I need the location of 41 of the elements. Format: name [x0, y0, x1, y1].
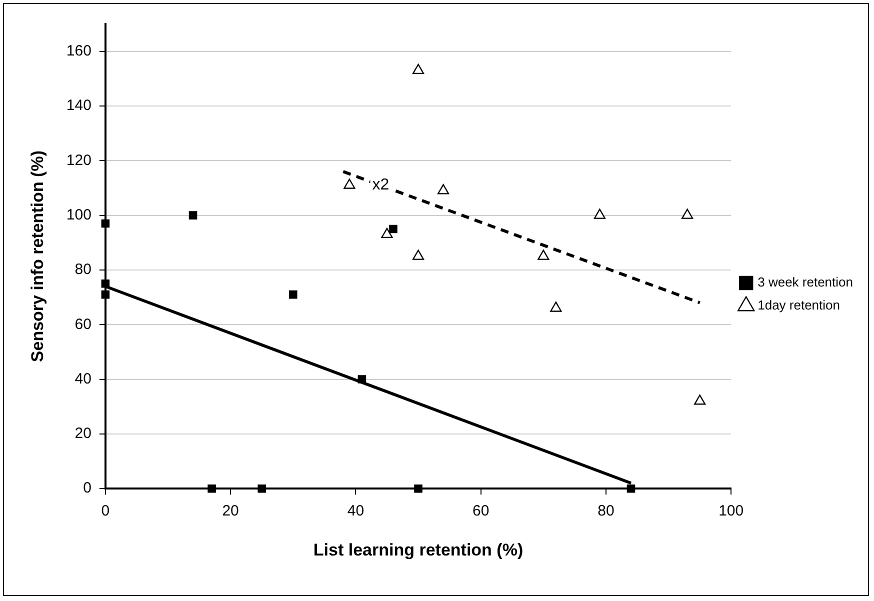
point — [344, 178, 356, 189]
point — [412, 250, 424, 260]
x-axis-title: List learning retention (%) — [313, 540, 524, 560]
point — [538, 250, 550, 260]
point — [101, 219, 110, 228]
x-tick-label: 60 — [472, 502, 490, 520]
point — [594, 208, 606, 219]
y-axis-title: Sensory info retention (%) — [28, 150, 47, 362]
legend-label: 3 week retention — [758, 274, 854, 290]
point — [381, 228, 393, 238]
point — [288, 290, 298, 299]
x-tick-label: 80 — [598, 502, 614, 520]
y-tick-label: 120 — [66, 152, 92, 169]
y-tick-label: 140 — [66, 97, 92, 114]
point — [694, 394, 706, 405]
x-tick-label: 0 — [101, 502, 110, 520]
y-tick-label: 20 — [74, 425, 92, 442]
point — [101, 279, 110, 288]
legend-label: 1day retention — [758, 298, 840, 313]
x-tick-label: 20 — [222, 502, 239, 520]
point — [358, 375, 366, 384]
point — [550, 302, 562, 312]
y-tick-label: 60 — [74, 316, 92, 333]
y-tick-label: 40 — [74, 370, 92, 388]
point — [101, 290, 110, 299]
point — [414, 484, 422, 493]
y-tick-label: 80 — [74, 261, 92, 278]
point — [412, 64, 424, 74]
x-tick-label: 40 — [347, 502, 364, 520]
point — [438, 184, 450, 194]
point — [188, 211, 198, 220]
point — [626, 484, 636, 493]
y-tick-label: 0 — [83, 480, 92, 497]
point — [258, 484, 266, 493]
point — [682, 208, 694, 219]
point — [208, 484, 216, 493]
y-tick-label: 100 — [66, 206, 92, 224]
y-tick-label: 160 — [66, 42, 92, 60]
point — [389, 224, 398, 234]
annotation: x2 — [372, 176, 390, 194]
x-tick-label: 100 — [718, 502, 744, 520]
